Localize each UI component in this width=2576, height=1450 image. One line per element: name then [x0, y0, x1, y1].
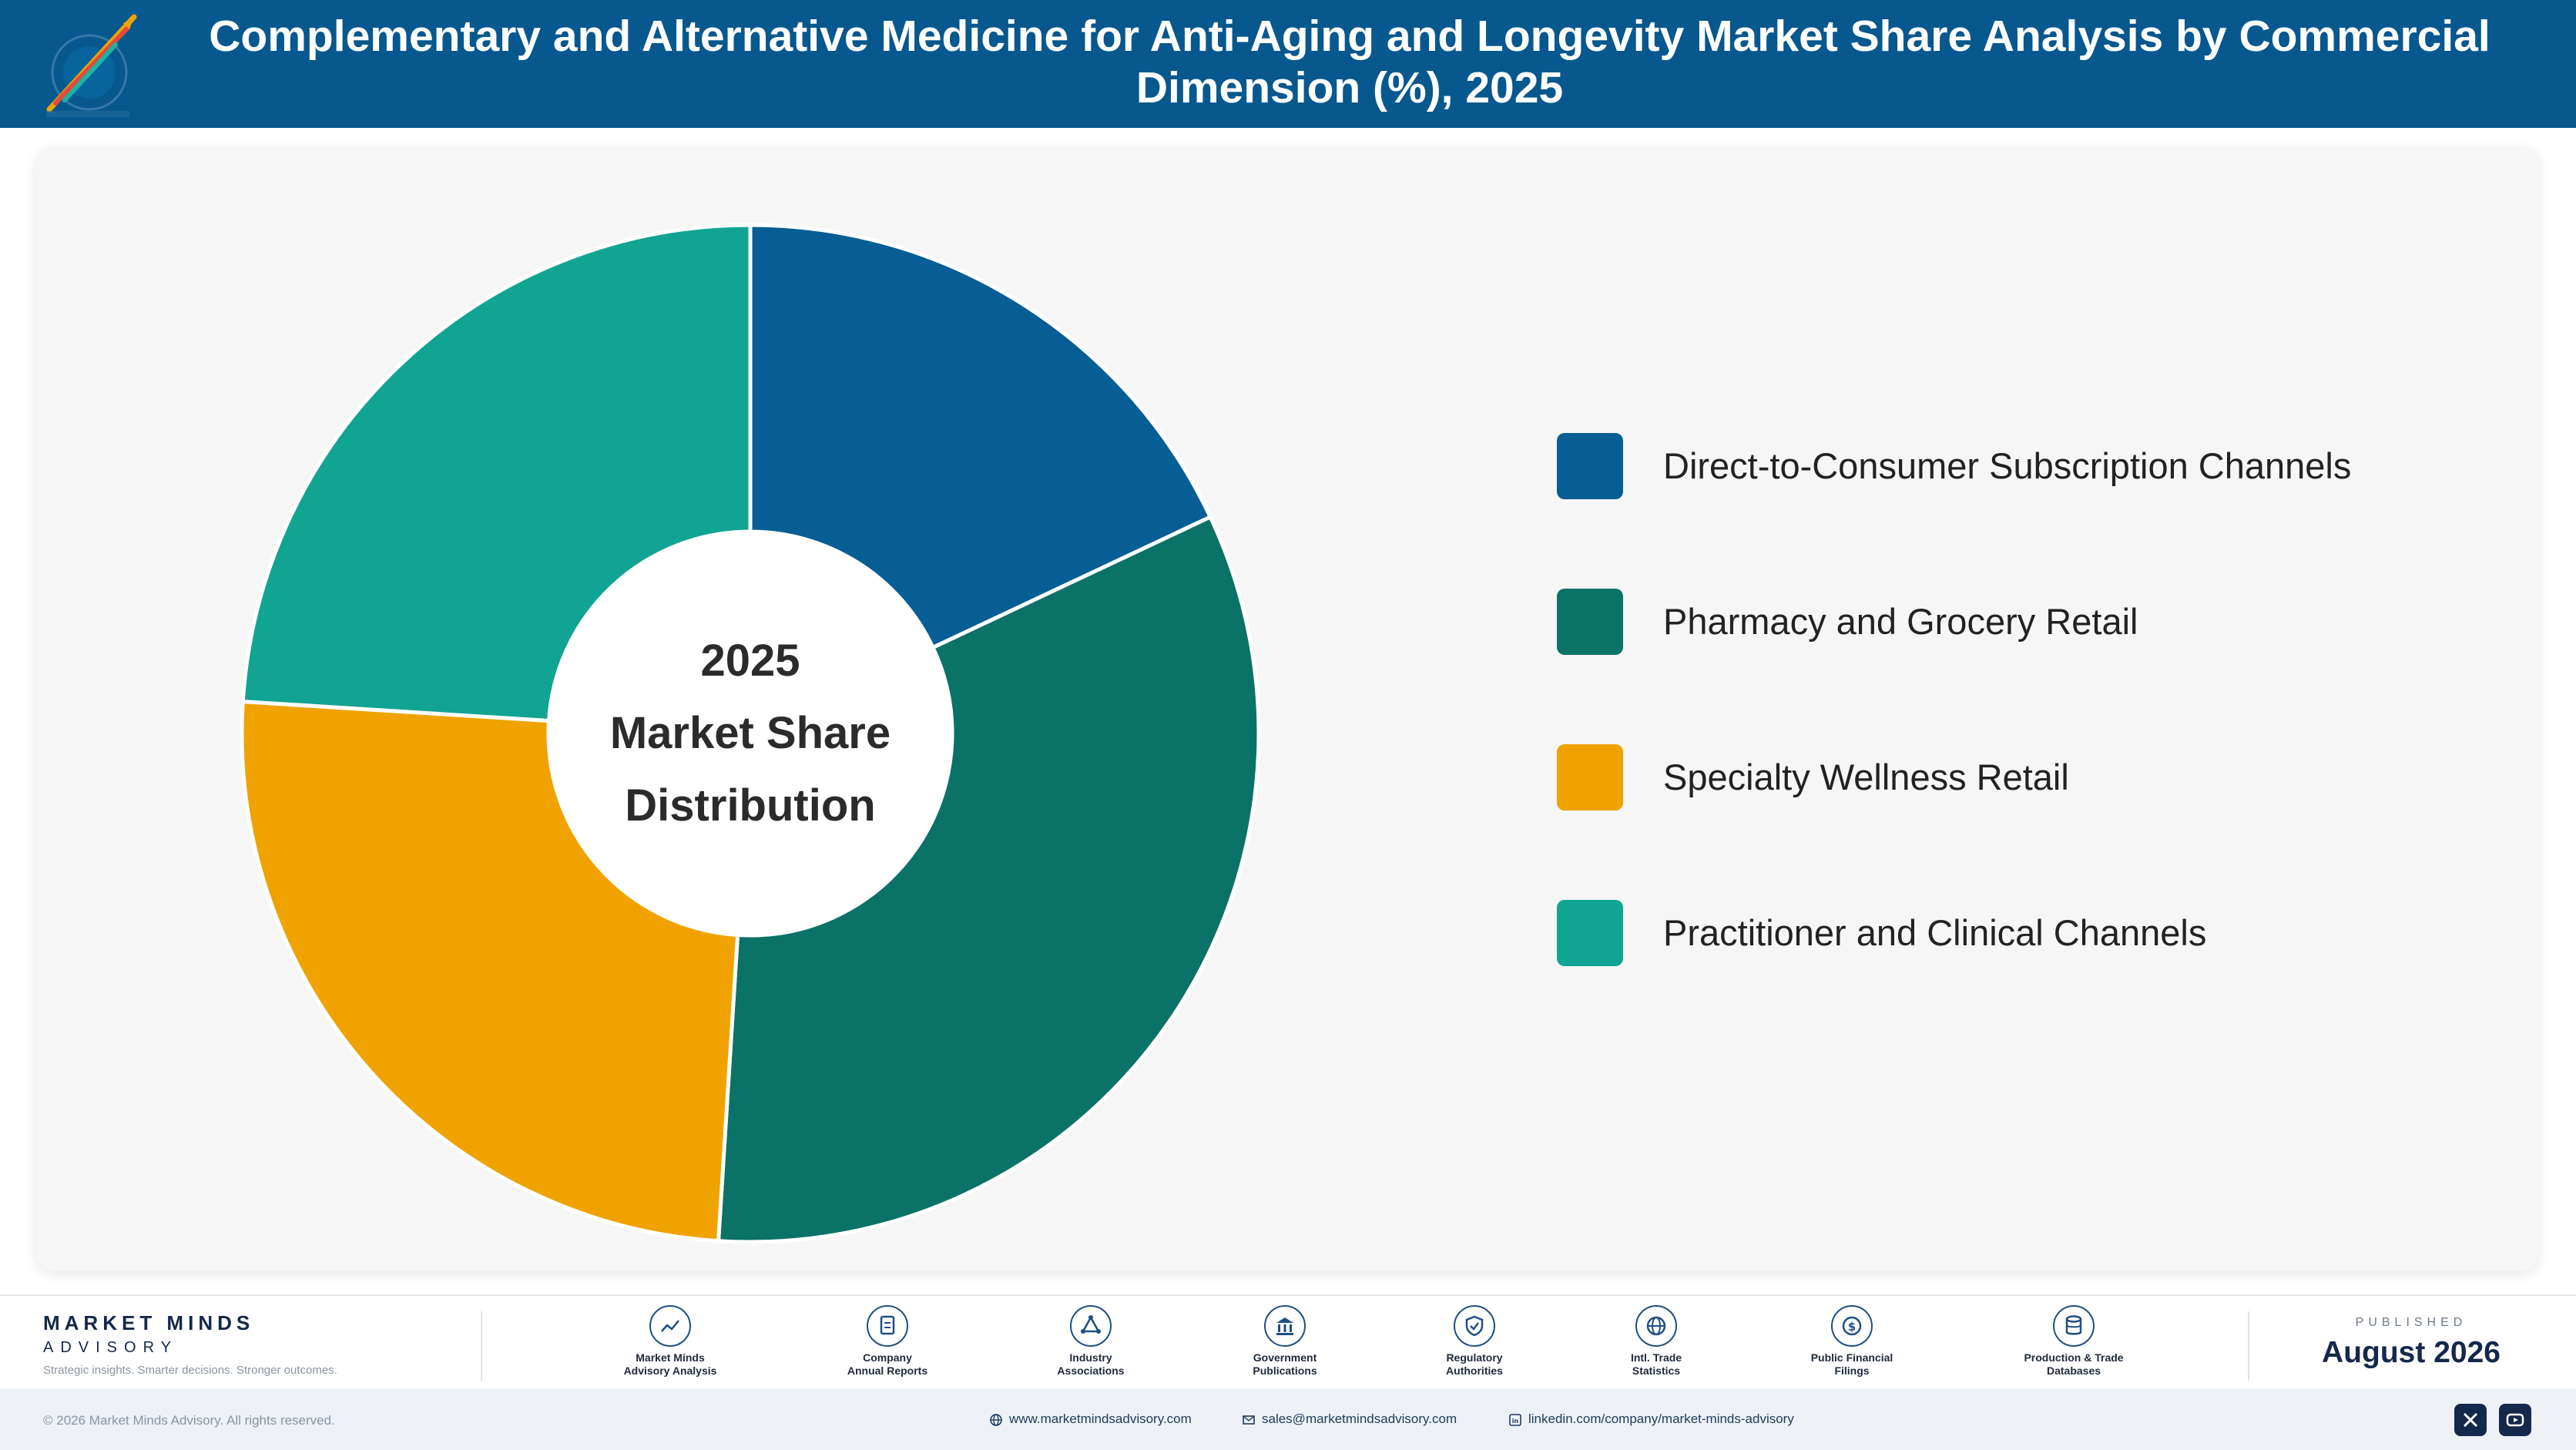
brand-tagline: Strategic insights. Smarter decisions. S…	[43, 1364, 337, 1377]
source-item: Industry Associations	[1006, 1305, 1176, 1378]
legend-item: Direct-to-Consumer Subscription Channels	[1557, 433, 2481, 499]
legend-label: Pharmacy and Grocery Retail	[1663, 601, 2138, 642]
source-label: Company Annual Reports	[847, 1351, 928, 1377]
legend-item: Pharmacy and Grocery Retail	[1557, 589, 2481, 655]
trend-line-icon	[649, 1305, 691, 1347]
center-text-line-2: Market Share	[609, 708, 891, 758]
brand-subtitle: ADVISORY	[43, 1339, 178, 1356]
linkedin-text: linkedin.com/company/market-minds-adviso…	[1528, 1411, 1794, 1426]
source-label: Intl. Trade Statistics	[1630, 1351, 1682, 1377]
network-icon	[1070, 1305, 1112, 1347]
legend-swatch	[1557, 744, 1623, 811]
source-item: Production & Trade Databases	[1989, 1305, 2158, 1378]
source-label: Regulatory Authorities	[1446, 1351, 1503, 1377]
shield-check-icon	[1454, 1305, 1495, 1347]
source-label: Market Minds Advisory Analysis	[623, 1351, 717, 1377]
source-item: $ Public Financial Filings	[1767, 1305, 1937, 1378]
legend-label: Specialty Wellness Retail	[1663, 757, 2069, 797]
document-icon	[867, 1305, 908, 1347]
website-text: www.marketmindsadvisory.com	[1009, 1411, 1192, 1426]
donut-hole	[548, 532, 952, 935]
email-text: sales@marketmindsadvisory.com	[1262, 1411, 1457, 1426]
published-label: PUBLISHED	[2355, 1316, 2467, 1329]
donut-chart	[240, 223, 1261, 1244]
svg-text:$: $	[1848, 1320, 1856, 1334]
x-icon[interactable]	[2454, 1404, 2487, 1436]
source-label: Production & Trade Databases	[2024, 1351, 2124, 1377]
header-bar: Complementary and Alternative Medicine f…	[0, 0, 2576, 128]
legend-swatch	[1557, 589, 1623, 655]
legend-label: Direct-to-Consumer Subscription Channels	[1663, 445, 2352, 486]
legend-item: Practitioner and Clinical Channels	[1557, 900, 2481, 966]
globe-icon	[990, 1413, 1002, 1426]
footer-divider	[2248, 1311, 2249, 1381]
government-building-icon	[1264, 1305, 1306, 1347]
dollar-coin-icon: $	[1831, 1305, 1873, 1347]
globe-icon	[1635, 1305, 1677, 1347]
svg-text:in: in	[1512, 1418, 1519, 1425]
legend-swatch	[1557, 433, 1623, 499]
company-logo	[46, 14, 137, 117]
source-item: Market Minds Advisory Analysis	[585, 1305, 755, 1378]
email-link[interactable]: sales@marketmindsadvisory.com	[1242, 1411, 1457, 1427]
footer-divider	[481, 1311, 482, 1381]
source-label: Public Financial Filings	[1810, 1351, 1893, 1377]
bottom-bar: © 2026 Market Minds Advisory. All rights…	[0, 1388, 2576, 1450]
linkedin-link[interactable]: in linkedin.com/company/market-minds-advi…	[1508, 1411, 1794, 1427]
source-item: Intl. Trade Statistics	[1571, 1305, 1741, 1378]
brand-name: MARKET MINDS	[43, 1311, 255, 1334]
legend-label: Practitioner and Clinical Channels	[1663, 912, 2207, 953]
database-icon	[2053, 1305, 2095, 1347]
page-title: Complementary and Alternative Medicine f…	[209, 12, 2490, 112]
donut-center-label: 2025 Market Share Distribution	[596, 625, 904, 842]
mail-icon	[1243, 1415, 1255, 1425]
footer: MARKET MINDS ADVISORY Strategic insights…	[0, 1294, 2576, 1388]
legend-item: Specialty Wellness Retail	[1557, 744, 2481, 811]
source-label: Industry Associations	[1057, 1351, 1125, 1377]
youtube-icon[interactable]	[2499, 1404, 2531, 1436]
source-item: Government Publications	[1200, 1305, 1370, 1378]
center-text-year: 2025	[700, 636, 800, 686]
legend-swatch	[1557, 900, 1623, 966]
website-link[interactable]: www.marketmindsadvisory.com	[989, 1411, 1192, 1427]
center-text-line-3: Distribution	[625, 780, 876, 831]
copyright-text: © 2026 Market Minds Advisory. All rights…	[43, 1413, 335, 1428]
source-item: Regulatory Authorities	[1390, 1305, 1559, 1378]
published-date: August 2026	[2322, 1336, 2501, 1369]
source-item: Company Annual Reports	[803, 1305, 972, 1378]
linkedin-icon: in	[1509, 1413, 1521, 1426]
chart-card: 2025 Market Share Distribution Direct-to…	[35, 146, 2539, 1271]
source-label: Government Publications	[1253, 1351, 1317, 1377]
